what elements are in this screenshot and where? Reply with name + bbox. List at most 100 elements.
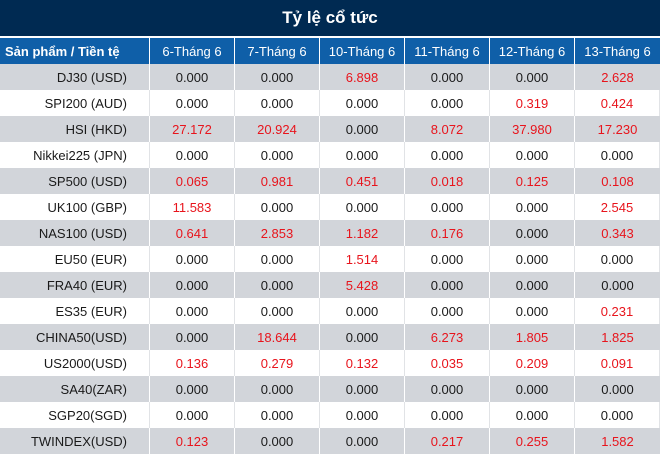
dividend-value-cell: 0.000: [235, 272, 320, 298]
header-product: Sản phẩm / Tiền tệ: [0, 38, 150, 64]
dividend-value-cell: 0.279: [235, 350, 320, 376]
table-row: CHINA50(USD) 0.000 18.644 0.000 6.273 1.805 1.…: [0, 324, 660, 350]
dividend-value-cell: 0.132: [320, 350, 405, 376]
dividend-value-cell: 0.176: [405, 220, 490, 246]
dividend-value-cell: 0.000: [320, 298, 405, 324]
dividend-value-cell: 0.123: [150, 428, 235, 454]
dividend-value-cell: 0.424: [575, 90, 660, 116]
table-row: TWINDEX(USD) 0.123 0.000 0.000 0.217 0.255 1.5…: [0, 428, 660, 454]
dividend-value-cell: 0.000: [150, 90, 235, 116]
dividend-value-cell: 1.825: [575, 324, 660, 350]
dividend-value-cell: 0.000: [490, 246, 575, 272]
dividend-value-cell: 6.898: [320, 64, 405, 90]
dividend-value-cell: 0.000: [575, 376, 660, 402]
dividend-value-cell: 0.000: [235, 298, 320, 324]
header-date: 6-Tháng 6: [150, 38, 235, 64]
header-date: 7-Tháng 6: [235, 38, 320, 64]
dividend-value-cell: 5.428: [320, 272, 405, 298]
dividend-value-cell: 0.000: [150, 272, 235, 298]
dividend-value-cell: 0.000: [320, 402, 405, 428]
product-name-cell: FRA40 (EUR): [0, 272, 150, 298]
dividend-value-cell: 0.018: [405, 168, 490, 194]
table-row: EU50 (EUR) 0.000 0.000 1.514 0.000 0.000 0.000: [0, 246, 660, 272]
dividend-value-cell: 0.108: [575, 168, 660, 194]
dividend-value-cell: 0.641: [150, 220, 235, 246]
dividend-value-cell: 0.000: [405, 376, 490, 402]
dividend-value-cell: 1.182: [320, 220, 405, 246]
dividend-value-cell: 2.628: [575, 64, 660, 90]
product-name-cell: SPI200 (AUD): [0, 90, 150, 116]
header-date: 10-Tháng 6: [320, 38, 405, 64]
dividend-value-cell: 0.000: [235, 428, 320, 454]
product-name-cell: TWINDEX(USD): [0, 428, 150, 454]
table-body: DJ30 (USD) 0.000 0.000 6.898 0.000 0.000 2.628…: [0, 64, 660, 454]
dividend-value-cell: 0.000: [320, 428, 405, 454]
dividend-value-cell: 2.545: [575, 194, 660, 220]
dividend-value-cell: 0.000: [490, 64, 575, 90]
dividend-value-cell: 0.000: [235, 90, 320, 116]
dividend-value-cell: 0.000: [490, 402, 575, 428]
table-row: SPI200 (AUD) 0.000 0.000 0.000 0.000 0.319 0.4…: [0, 90, 660, 116]
dividend-value-cell: 0.000: [150, 246, 235, 272]
dividend-value-cell: 0.000: [490, 298, 575, 324]
dividend-value-cell: 0.209: [490, 350, 575, 376]
dividend-value-cell: 0.000: [405, 194, 490, 220]
dividend-value-cell: 1.805: [490, 324, 575, 350]
dividend-value-cell: 1.582: [575, 428, 660, 454]
dividend-value-cell: 0.000: [235, 142, 320, 168]
dividend-value-cell: 0.000: [150, 324, 235, 350]
header-row: Sản phẩm / Tiền tệ 6-Tháng 6 7-Tháng 6 1…: [0, 38, 660, 64]
dividend-value-cell: 0.000: [575, 272, 660, 298]
product-name-cell: SP500 (USD): [0, 168, 150, 194]
dividend-value-cell: 0.000: [235, 402, 320, 428]
table-row: ES35 (EUR) 0.000 0.000 0.000 0.000 0.000 0.231: [0, 298, 660, 324]
header-date: 13-Tháng 6: [575, 38, 660, 64]
table-row: SA40(ZAR) 0.000 0.000 0.000 0.000 0.000 0.000: [0, 376, 660, 402]
dividend-value-cell: 0.000: [235, 194, 320, 220]
table-title: Tỷ lệ cổ tức: [0, 0, 660, 38]
dividend-value-cell: 0.000: [490, 220, 575, 246]
dividend-value-cell: 0.319: [490, 90, 575, 116]
dividend-value-cell: 2.853: [235, 220, 320, 246]
dividend-value-cell: 0.000: [150, 402, 235, 428]
table-row: Nikkei225 (JPN) 0.000 0.000 0.000 0.000 0.000…: [0, 142, 660, 168]
dividend-value-cell: 0.000: [405, 298, 490, 324]
table-row: FRA40 (EUR) 0.000 0.000 5.428 0.000 0.000 0.00…: [0, 272, 660, 298]
dividend-value-cell: 0.000: [320, 376, 405, 402]
product-name-cell: UK100 (GBP): [0, 194, 150, 220]
dividend-value-cell: 0.000: [490, 272, 575, 298]
dividend-value-cell: 37.980: [490, 116, 575, 142]
dividend-value-cell: 20.924: [235, 116, 320, 142]
dividend-value-cell: 0.000: [320, 116, 405, 142]
header-date: 11-Tháng 6: [405, 38, 490, 64]
table-row: HSI (HKD) 27.172 20.924 0.000 8.072 37.980 17.…: [0, 116, 660, 142]
dividend-value-cell: 8.072: [405, 116, 490, 142]
dividend-value-cell: 0.000: [490, 194, 575, 220]
dividend-value-cell: 17.230: [575, 116, 660, 142]
dividend-value-cell: 0.000: [405, 272, 490, 298]
dividend-value-cell: 0.000: [150, 376, 235, 402]
product-name-cell: CHINA50(USD): [0, 324, 150, 350]
product-name-cell: Nikkei225 (JPN): [0, 142, 150, 168]
dividend-value-cell: 0.000: [575, 402, 660, 428]
header-date: 12-Tháng 6: [490, 38, 575, 64]
dividend-value-cell: 27.172: [150, 116, 235, 142]
dividend-value-cell: 0.000: [575, 246, 660, 272]
product-name-cell: EU50 (EUR): [0, 246, 150, 272]
dividend-value-cell: 0.000: [150, 142, 235, 168]
dividend-value-cell: 0.000: [150, 64, 235, 90]
dividend-value-cell: 0.091: [575, 350, 660, 376]
dividend-value-cell: 0.000: [405, 64, 490, 90]
dividend-value-cell: 1.514: [320, 246, 405, 272]
dividend-value-cell: 0.000: [405, 402, 490, 428]
dividend-value-cell: 0.000: [235, 246, 320, 272]
product-name-cell: HSI (HKD): [0, 116, 150, 142]
dividend-value-cell: 0.136: [150, 350, 235, 376]
product-name-cell: DJ30 (USD): [0, 64, 150, 90]
dividend-value-cell: 6.273: [405, 324, 490, 350]
dividend-value-cell: 0.451: [320, 168, 405, 194]
table-row: SP500 (USD) 0.065 0.981 0.451 0.018 0.125 0.10…: [0, 168, 660, 194]
dividend-value-cell: 0.000: [320, 90, 405, 116]
dividend-value-cell: 0.000: [575, 142, 660, 168]
dividend-value-cell: 11.583: [150, 194, 235, 220]
